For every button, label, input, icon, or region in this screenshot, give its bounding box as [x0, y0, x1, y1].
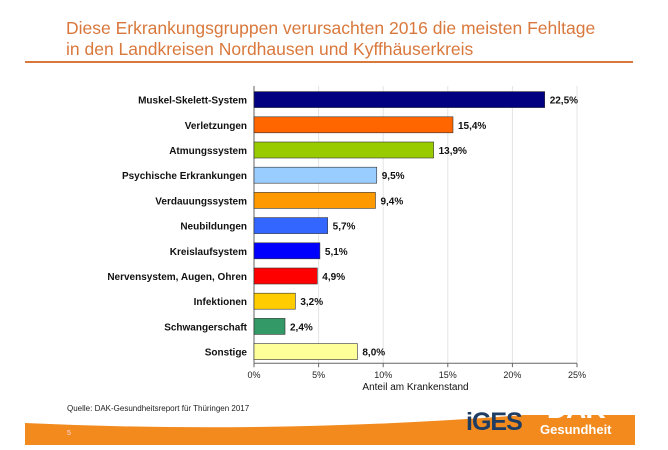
- x-tick-label: 20%: [503, 370, 521, 380]
- bar: [253, 116, 454, 134]
- category-label: Atmungssystem: [169, 146, 247, 157]
- title-line-1: Diese Erkrankungsgruppen verursachten 20…: [66, 18, 596, 38]
- category-label: Kreislaufsystem: [170, 247, 247, 258]
- bar: [253, 91, 546, 108]
- category-label: Neubildungen: [180, 222, 247, 233]
- bar: [253, 343, 358, 360]
- bar: [253, 141, 434, 159]
- bar: [253, 318, 286, 335]
- bar: [253, 242, 321, 260]
- source-note: Quelle: DAK-Gesundheitsreport für Thürin…: [67, 404, 250, 413]
- data-label: 9,4%: [380, 196, 403, 207]
- footer-band: [25, 415, 635, 445]
- category-label: Infektionen: [194, 297, 247, 308]
- bar: [253, 166, 378, 184]
- data-label: 15,4%: [458, 121, 486, 132]
- bar: [253, 292, 296, 310]
- category-label: Verletzungen: [185, 121, 247, 132]
- x-tick-label: 25%: [568, 370, 586, 380]
- slide-title: Diese Erkrankungsgruppen verursachten 20…: [66, 18, 595, 60]
- data-label: 5,1%: [325, 247, 348, 258]
- iges-logo: iGES: [466, 408, 523, 436]
- x-tick-label: 10%: [374, 370, 392, 380]
- x-tick-label: 0%: [247, 370, 260, 380]
- x-axis-label: Anteil am Krankenstand: [362, 382, 468, 393]
- category-label: Schwangerschaft: [164, 322, 247, 333]
- bar-chart: 0% 5% 10% 15% 20% 25% Muskel-Skelett-System 22,…: [107, 86, 586, 393]
- category-label: Psychische Erkrankungen: [122, 171, 247, 182]
- x-tick-label: 5%: [312, 370, 325, 380]
- data-label: 3,2%: [300, 297, 323, 308]
- category-label: Nervensystem, Augen, Ohren: [107, 272, 247, 283]
- title-divider: [25, 61, 633, 63]
- category-label: Sonstige: [205, 348, 248, 359]
- data-label: 2,4%: [290, 322, 313, 333]
- category-label: Muskel-Skelett-System: [138, 96, 247, 107]
- data-label: 13,9%: [439, 146, 467, 157]
- x-tick-label: 15%: [439, 370, 457, 380]
- data-label: 5,7%: [333, 222, 356, 233]
- title-line-2: in den Landkreisen Nordhausen und Kyffhä…: [66, 39, 474, 59]
- category-label: Verdauungssystem: [155, 196, 247, 207]
- data-label: 8,0%: [362, 348, 385, 359]
- page-number: 5: [67, 430, 71, 437]
- data-label: 22,5%: [550, 96, 578, 107]
- dak-logo: DAK Gesundheit: [540, 393, 612, 437]
- data-label: 4,9%: [322, 272, 345, 283]
- bar: [253, 267, 318, 285]
- bar: [253, 217, 328, 234]
- data-label: 9,5%: [382, 171, 405, 182]
- bar: [253, 192, 376, 209]
